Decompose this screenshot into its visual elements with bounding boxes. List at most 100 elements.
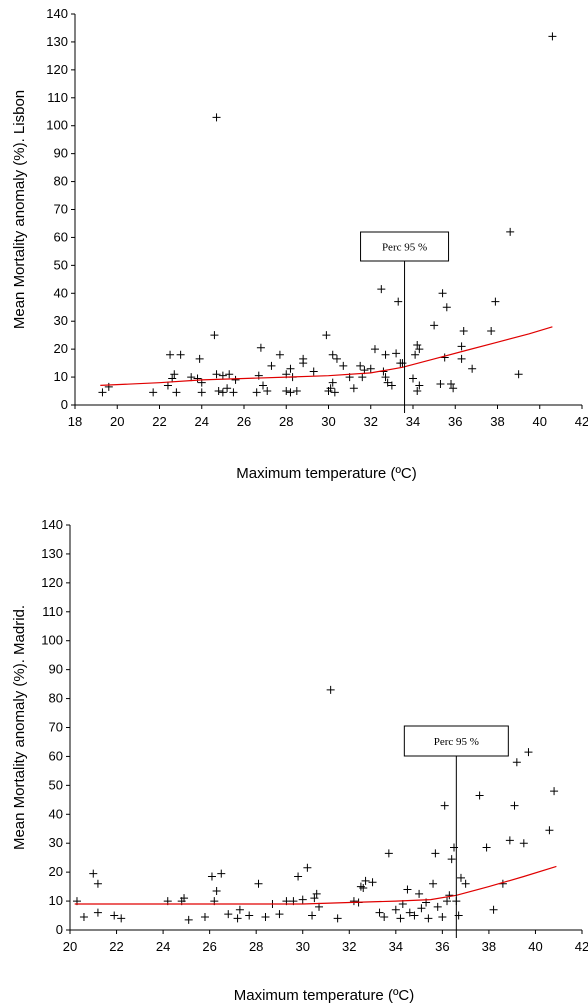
chart-1-y-tick-label: 50 [54,257,68,272]
chart-2-data-point [391,905,400,914]
chart-2-data-point [93,908,102,917]
chart-2-data-point [224,910,233,919]
chart-1-data-point [322,331,331,340]
chart-1-x-tick-label: 24 [195,414,209,429]
chart-1-percentile-box [360,231,450,262]
chart-1-data-point [548,32,557,41]
chart-1-x-tick-label: 36 [448,414,462,429]
chart-1-y-tick-label: 20 [54,341,68,356]
chart-2-data-point [207,872,216,881]
chart-1-data-point [197,388,206,397]
chart-1-data-point [356,361,365,370]
chart-2-y-axis-title: Mean Mortality anomaly (%). Madrid. [11,605,28,850]
chart-1-data-point [387,381,396,390]
chart-1-y-tick-label: 90 [54,146,68,161]
chart-2-data-point [294,872,303,881]
chart-1-data-point [195,354,204,363]
chart-1-data-point [231,375,240,384]
chart-2-x-tick-label: 30 [295,939,309,954]
chart-1-x-tick-label: 40 [533,414,547,429]
chart-1-data-point [394,297,403,306]
chart-1-data-point [259,381,268,390]
chart-1-data-point [459,326,468,335]
chart-1-data-point [172,388,181,397]
chart-1-data-point [212,370,221,379]
chart-2-data-point [375,908,384,917]
chart-1-data-point [438,289,447,298]
chart-1-y-tick-label: 30 [54,313,68,328]
chart-2-data-point [261,912,270,921]
chart-1-x-axis-title: Maximum temperature (ºC) [236,465,417,482]
chart-2-data-point [312,889,321,898]
chart-1-data-point [457,354,466,363]
chart-2-data-point [429,879,438,888]
chart-2-y-tick-label: 60 [49,748,63,763]
chart-1-data-point [229,388,238,397]
chart-2-y-tick-label: 70 [49,720,63,735]
chart-2-x-tick-label: 22 [109,939,123,954]
chart-1-data-point [256,343,265,352]
chart-1-data-point [214,387,223,396]
chart-1-data-point [413,387,422,396]
chart-1-data-point [383,378,392,387]
chart-2-x-tick-label: 40 [528,939,542,954]
chart-1-y-axis-title: Mean Mortality anomaly (%). Lisbon [11,90,28,329]
chart-1-data-point [267,361,276,370]
chart-2-x-tick-label: 36 [435,939,449,954]
chart-2-data-point [217,869,226,878]
chart-1-x-tick-label: 28 [279,414,293,429]
chart-1-x-tick-label: 22 [152,414,166,429]
chart-1-y-tick-label: 0 [61,397,68,412]
chart-1-data-point [415,345,424,354]
chart-1-x-tick-label: 30 [321,414,335,429]
chart-2-y-tick-label: 80 [49,691,63,706]
chart-1-y-tick-label: 10 [54,369,68,384]
chart-1-data-point [223,384,232,393]
chart-1-data-point [275,350,284,359]
chart-1-y-tick-label: 130 [46,34,68,49]
chart-2-data-point [233,914,242,923]
chart-1-x-tick-label: 34 [406,414,420,429]
chart-1-data-point [292,387,301,396]
chart-2-y-tick-label: 40 [49,806,63,821]
chart-2-data-point [298,895,307,904]
chart-2-data-point [519,839,528,848]
chart-2-data-point [333,914,342,923]
chart-1-data-point [286,388,295,397]
chart-1-data-point [491,297,500,306]
chart-1-data-point [212,113,221,122]
chart-1-data-point [436,380,445,389]
chart-1-data-point [168,374,177,383]
chart-2-data-point [443,897,452,906]
chart-2-x-axis-title: Maximum temperature (ºC) [234,987,415,1004]
chart-1-data-point [487,326,496,335]
chart-1-data-point [282,387,291,396]
chart-1-data-point [440,353,449,362]
chart-2-data-point [447,855,456,864]
chart-2-data-point [110,911,119,920]
chart-2-data-point [308,911,317,920]
chart-1-x-tick-label: 32 [364,414,378,429]
chart-1-data-point [468,364,477,373]
chart-1-percentile-label: Perc 95 % [382,242,427,254]
chart-2-x-tick-label: 20 [63,939,77,954]
chart-1-data-point [377,285,386,294]
chart-1-data-point [447,380,456,389]
chart-2-data-point [275,910,284,919]
chart-2-data-point [303,863,312,872]
chart-2-x-tick-label: 38 [482,939,496,954]
chart-2-data-point [349,897,358,906]
chart-1-y-tick-label: 120 [46,62,68,77]
chart-1-data-point [381,373,390,382]
chart-2-data-point [440,801,449,810]
chart-2-y-tick-label: 30 [49,835,63,850]
chart-1-data-point [430,321,439,330]
chart-1-data-point [309,367,318,376]
chart-2-y-tick-label: 20 [49,864,63,879]
chart-2-data-point [410,911,419,920]
chart-2-data-point [417,904,426,913]
chart-2-data-point [403,885,412,894]
chart-2-y-tick-label: 100 [41,633,63,648]
chart-2-x-tick-label: 26 [202,939,216,954]
chart-1-data-point [411,350,420,359]
